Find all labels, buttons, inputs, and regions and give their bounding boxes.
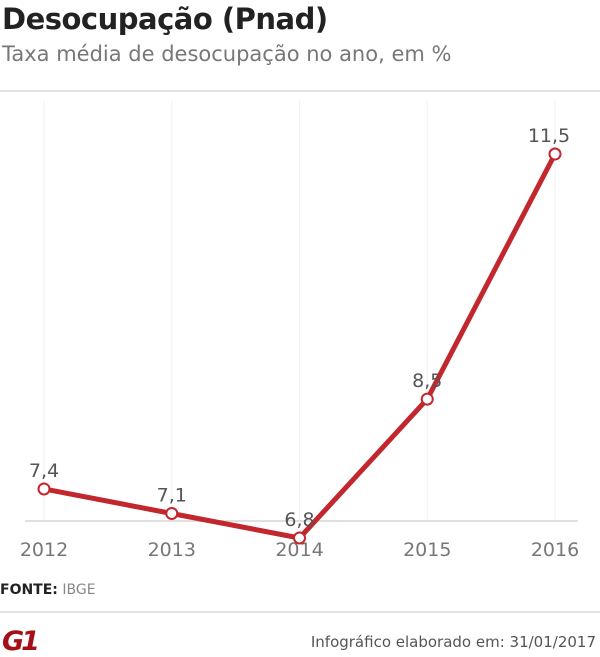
divider: [0, 611, 600, 613]
divider: [0, 90, 600, 92]
source-label: FONTE:: [0, 582, 58, 598]
x-tick-label: 2012: [20, 539, 68, 561]
data-point: [37, 482, 51, 496]
credit: Infográfico elaborado em: 31/01/2017: [310, 633, 596, 651]
data-point: [548, 147, 562, 161]
g1-logo: G1: [2, 626, 40, 657]
chart-title: Desocupação (Pnad): [2, 2, 328, 36]
x-tick-label: 2014: [275, 539, 323, 561]
data-label: 7,4: [29, 460, 59, 482]
data-label: 7,1: [157, 484, 187, 506]
x-tick-label: 2016: [531, 539, 579, 561]
data-label: 8,5: [412, 370, 442, 392]
line-chart: 2012 2013 2014 2015 2016 7,4 7,1 6,8 8,5 11,5: [20, 100, 579, 561]
chart-subtitle: Taxa média de desocupação no ano, em %: [2, 42, 452, 66]
source-value: IBGE: [62, 582, 96, 598]
data-point: [420, 392, 434, 406]
data-point: [165, 506, 179, 520]
data-label: 6,8: [284, 509, 314, 531]
x-tick-label: 2013: [148, 539, 196, 561]
x-tick-label: 2015: [403, 539, 451, 561]
source: FONTE: IBGE: [0, 582, 96, 598]
data-label: 11,5: [528, 125, 570, 147]
data-point: [293, 531, 306, 545]
